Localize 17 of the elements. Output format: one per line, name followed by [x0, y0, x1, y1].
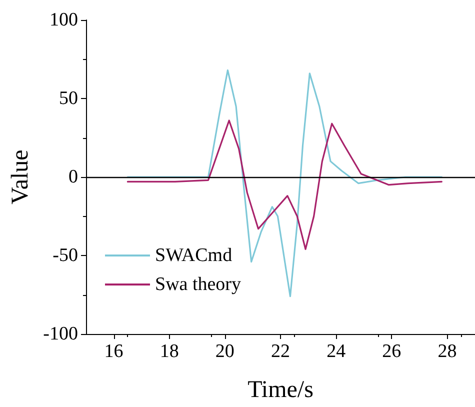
y-tick-label: -50	[52, 245, 78, 266]
x-axis-title: Time/s	[248, 377, 314, 403]
legend-label: SWACmd	[155, 245, 233, 266]
y-tick-label: 100	[50, 10, 78, 30]
y-tick-label: -100	[43, 324, 78, 344]
x-tick-label: 24	[326, 341, 346, 362]
y-tick-label: 0	[68, 166, 78, 188]
legend-label: Swa theory	[155, 274, 242, 295]
y-tick-label: 50	[59, 88, 78, 109]
x-tick-label: 20	[215, 341, 234, 362]
x-tick-label: 22	[271, 341, 290, 362]
x-tick-label: 18	[160, 341, 179, 362]
x-tick-label: 26	[382, 341, 402, 362]
x-tick-label: 16	[104, 341, 124, 362]
y-axis-title: Value	[7, 150, 34, 204]
x-tick-label: 28	[438, 341, 457, 362]
line-series	[126, 69, 442, 298]
